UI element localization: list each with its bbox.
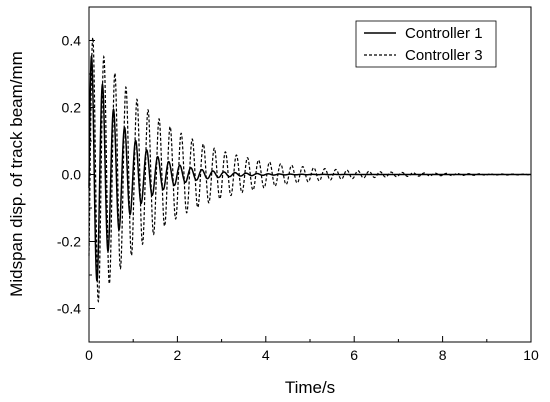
x-tick-label: 6 bbox=[350, 347, 358, 363]
x-tick-label: 0 bbox=[85, 347, 93, 363]
x-tick-label: 2 bbox=[174, 347, 182, 363]
y-tick-label: 0.0 bbox=[62, 167, 82, 183]
legend-label-controller-3: Controller 3 bbox=[405, 47, 483, 64]
x-tick-label: 8 bbox=[439, 347, 447, 363]
legend-box bbox=[355, 20, 497, 68]
legend-label-controller-1: Controller 1 bbox=[405, 25, 483, 42]
y-axis-title: Midspan disp. of track beam/mm bbox=[7, 51, 26, 297]
legend: Controller 1 Controller 3 bbox=[355, 20, 497, 68]
y-tick-label: -0.2 bbox=[57, 234, 81, 250]
x-tick-label: 4 bbox=[262, 347, 270, 363]
y-tick-label: 0.2 bbox=[62, 100, 82, 116]
x-tick-label: 10 bbox=[523, 347, 539, 363]
x-axis-title: Time/s bbox=[285, 378, 335, 397]
y-tick-label: 0.4 bbox=[62, 33, 82, 49]
y-tick-label: -0.4 bbox=[57, 301, 81, 317]
series-line-controller-3 bbox=[88, 35, 532, 303]
series-line-controller-1 bbox=[88, 53, 531, 282]
